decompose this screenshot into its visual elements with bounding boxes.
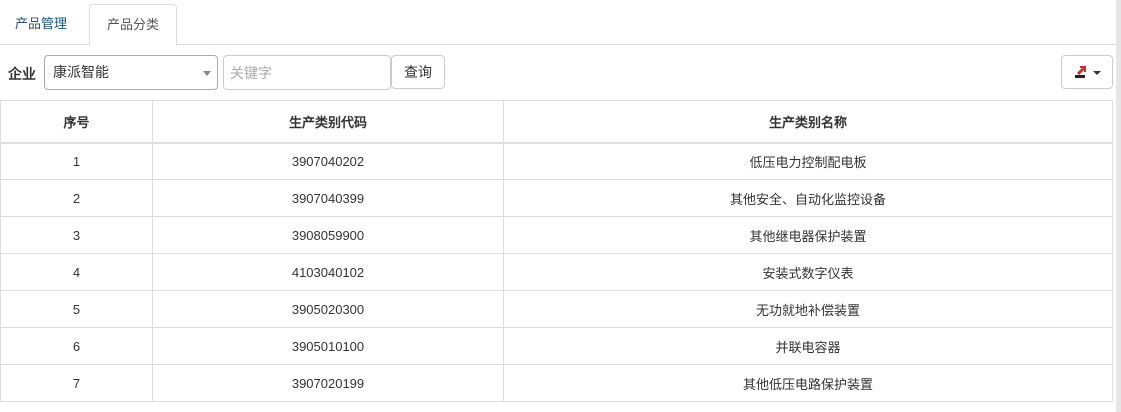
index-cell: 7 [0,364,153,402]
header-code: 生产类别代码 [152,100,504,144]
table-row[interactable]: 6 3905010100 并联电容器 [0,327,1113,365]
company-label: 企业 [8,66,36,82]
index-cell: 6 [0,327,153,365]
table-row[interactable]: 5 3905020300 无功就地补偿装置 [0,290,1113,328]
name-cell: 其他安全、自动化监控设备 [503,179,1113,217]
table-row[interactable]: 3 3908059900 其他继电器保护装置 [0,216,1113,254]
export-icon [1075,66,1086,78]
table-header-row: 序号 生产类别代码 生产类别名称 [0,100,1113,144]
index-cell: 2 [0,179,153,217]
table-row[interactable]: 1 3907040202 低压电力控制配电板 [0,142,1113,180]
name-cell: 无功就地补偿装置 [503,290,1113,328]
name-cell: 低压电力控制配电板 [503,142,1113,180]
chevron-down-icon [203,71,211,76]
code-cell: 3907040399 [152,179,504,217]
scrollbar[interactable] [1116,0,1121,412]
table-row[interactable]: 2 3907040399 其他安全、自动化监控设备 [0,179,1113,217]
caret-down-icon [1093,71,1101,75]
query-button[interactable]: 查询 [391,55,445,89]
table-row[interactable]: 7 3907020199 其他低压电路保护装置 [0,364,1113,402]
keyword-input[interactable] [223,55,391,90]
code-cell: 3907020199 [152,364,504,402]
header-name: 生产类别名称 [503,100,1113,144]
name-cell: 其他继电器保护装置 [503,216,1113,254]
index-cell: 4 [0,253,153,291]
table-row[interactable]: 4 4103040102 安装式数字仪表 [0,253,1113,291]
export-button[interactable] [1061,55,1113,89]
name-cell: 并联电容器 [503,327,1113,365]
index-cell: 1 [0,142,153,180]
name-cell: 安装式数字仪表 [503,253,1113,291]
header-index: 序号 [0,100,153,144]
code-cell: 3905010100 [152,327,504,365]
tab-bar: 产品管理 产品分类 [0,0,1116,46]
tab-product-management[interactable]: 产品管理 [15,16,68,31]
tab-product-category[interactable]: 产品分类 [89,4,177,46]
code-cell: 3908059900 [152,216,504,254]
category-table: 序号 生产类别代码 生产类别名称 1 3907040202 低压电力控制配电板 2 39… [0,100,1113,402]
code-cell: 4103040102 [152,253,504,291]
code-cell: 3907040202 [152,142,504,180]
name-cell: 其他低压电路保护装置 [503,364,1113,402]
company-select-value: 康派智能 [53,64,109,80]
code-cell: 3905020300 [152,290,504,328]
company-select[interactable]: 康派智能 [44,55,218,90]
index-cell: 5 [0,290,153,328]
index-cell: 3 [0,216,153,254]
